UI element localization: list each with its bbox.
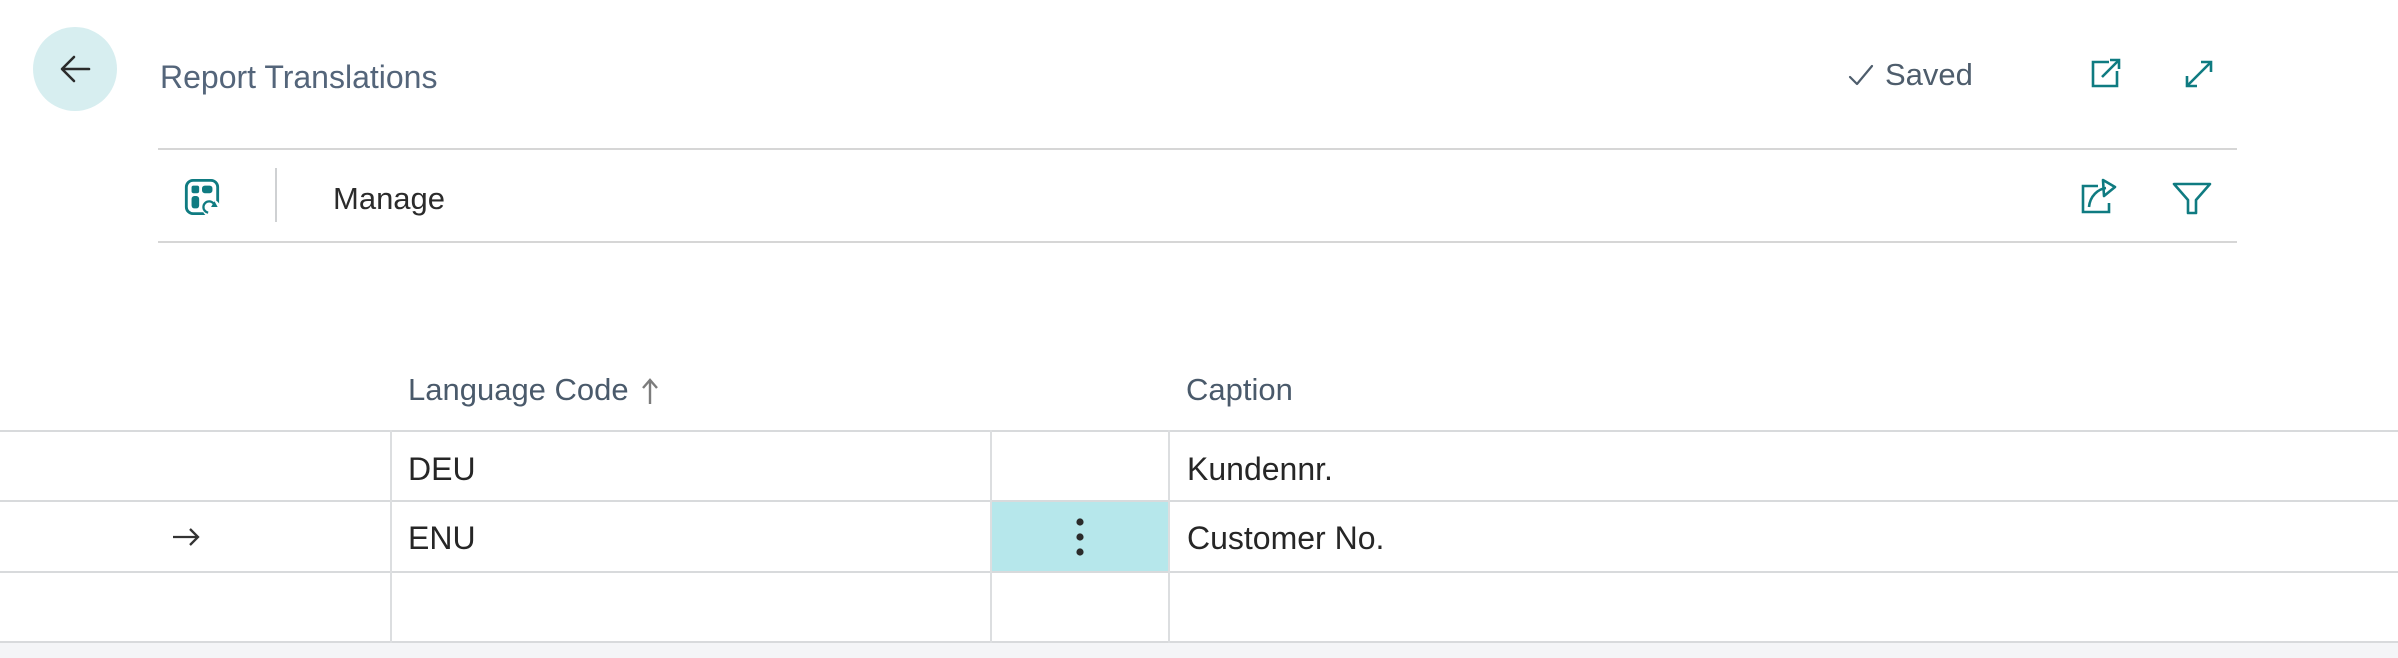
filter-icon bbox=[2170, 179, 2214, 217]
page-footer bbox=[0, 643, 2398, 658]
language-code-cell[interactable]: DEU bbox=[408, 451, 476, 487]
row-divider bbox=[0, 500, 2398, 502]
back-arrow-icon bbox=[53, 47, 97, 91]
page-title: Report Translations bbox=[160, 59, 438, 95]
caption-cell[interactable]: Kundennr. bbox=[1187, 451, 1333, 487]
share-icon bbox=[2076, 172, 2120, 218]
sort-ascending-icon bbox=[639, 375, 661, 407]
column-header-caption[interactable]: Caption bbox=[1186, 373, 1293, 407]
grid-column-line bbox=[390, 430, 392, 643]
toolbar-top-rule bbox=[158, 148, 2237, 150]
language-code-cell[interactable]: ENU bbox=[408, 520, 476, 556]
row-options-cell-selected[interactable] bbox=[992, 502, 1168, 571]
manage-button[interactable]: Manage bbox=[333, 181, 446, 216]
grid-top-border bbox=[0, 430, 2398, 432]
toolbar-divider bbox=[275, 168, 277, 222]
grid-bottom-border bbox=[0, 641, 2398, 643]
grid-column-line bbox=[990, 430, 992, 643]
share-button[interactable] bbox=[2076, 172, 2120, 218]
table-row bbox=[0, 572, 2398, 641]
layout-options-button[interactable] bbox=[183, 178, 221, 216]
save-status-label: Saved bbox=[1885, 57, 1973, 92]
caption-cell[interactable]: Customer No. bbox=[1187, 520, 1385, 556]
grid-column-line bbox=[1168, 430, 1170, 643]
toolbar-bottom-rule bbox=[158, 241, 2237, 243]
row-divider bbox=[0, 571, 2398, 573]
open-in-new-window-button[interactable] bbox=[2086, 56, 2124, 92]
column-header-caption-label: Caption bbox=[1186, 372, 1293, 407]
filter-button[interactable] bbox=[2170, 179, 2214, 217]
save-status: Saved bbox=[1846, 58, 1973, 92]
layout-options-icon bbox=[183, 178, 221, 216]
column-header-language-code[interactable]: Language Code bbox=[408, 373, 661, 407]
expand-button[interactable] bbox=[2179, 55, 2219, 93]
check-icon bbox=[1846, 60, 1876, 90]
open-in-new-window-icon bbox=[2086, 56, 2124, 92]
current-row-arrow-icon bbox=[167, 518, 205, 556]
vertical-ellipsis-icon bbox=[1073, 514, 1087, 560]
column-header-language-code-label: Language Code bbox=[408, 372, 629, 407]
back-button[interactable] bbox=[33, 27, 117, 111]
expand-icon bbox=[2179, 55, 2219, 93]
